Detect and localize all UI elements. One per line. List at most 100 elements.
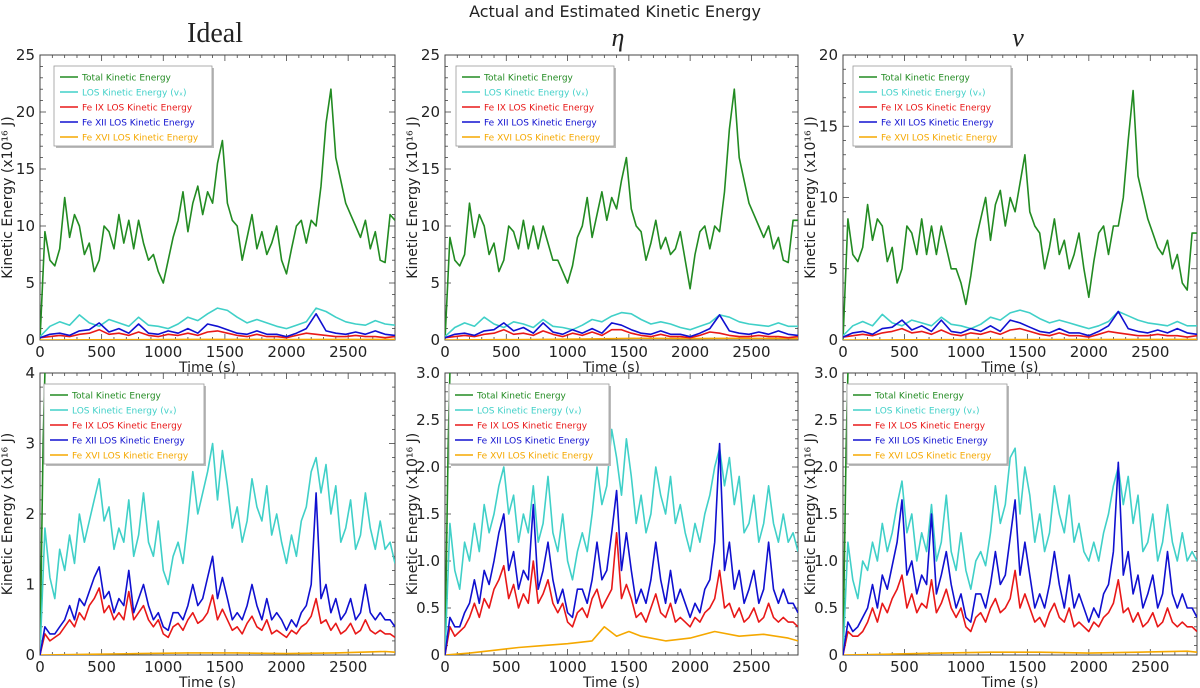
x-tick-label: 2500 [732,343,770,361]
column-title-nu: ν [1012,23,1024,52]
y-tick-label: 1.5 [814,505,838,523]
legend: Total Kinetic Energy LOS Kinetic Energy (… [852,65,1013,148]
chart-panel-Ideal-zoom: 0 500 1000 1500 2000 2500 0 1 2 3 4 Time (s) Kinetic… [0,364,396,688]
series-group [445,88,798,340]
y-tick-label: 2.5 [814,411,838,429]
chart-panel-eta-full: 0 500 1000 1500 2000 2500 0 5 10 15 20 25 Time (s) Ki… [405,46,799,376]
x-tick-label: 0 [440,343,450,361]
legend-label-fe16: Fe XVI LOS Kinetic Energy [72,452,189,462]
x-axis-label: Time (s) [178,360,236,376]
series-line-fe16 [445,337,798,340]
x-tick-label: 1000 [947,343,985,361]
series-line-fe9 [40,328,395,339]
legend-box [455,65,615,147]
x-tick-label: 500 [87,343,116,361]
legend-label-total: Total Kinetic Energy [71,392,162,402]
legend-label-los: LOS Kinetic Energy (vₓ) [72,407,177,417]
x-tick-label: 1000 [548,658,586,676]
legend-box [852,65,1012,147]
x-tick-label: 2500 [1131,658,1169,676]
y-tick-label: 5 [430,274,440,292]
y-tick-label: 20 [819,46,838,64]
x-tick-label: 0 [838,658,848,676]
legend-label-fe9: Fe IX LOS Kinetic Energy [875,422,986,432]
series-line-los [445,428,798,655]
y-axis-label: Kinetic Energy (x10¹⁶ J) [803,116,819,278]
legend-label-fe16: Fe XVI LOS Kinetic Energy [477,452,594,462]
x-tick-label: 500 [890,658,919,676]
legend-label-total: Total Kinetic Energy [874,392,965,402]
series-line-fe16 [843,338,1197,340]
chart-panel-nu-full: 0 500 1000 1500 2000 2500 0 5 10 15 20 Time (s) Kine… [803,46,1198,376]
series-group [843,89,1197,340]
series-line-fe16 [843,650,1197,655]
y-tick-label: 2 [25,505,35,523]
y-tick-label: 15 [421,160,440,178]
legend-label-fe9: Fe IX LOS Kinetic Energy [72,422,183,432]
series-line-fe9 [843,327,1197,338]
y-tick-label: 5 [25,274,35,292]
y-tick-label: 0 [430,331,440,349]
series-line-total [40,88,395,340]
y-tick-label: 3.0 [814,364,838,382]
series-line-los [843,309,1197,337]
series-line-fe12 [843,461,1197,655]
legend-label-los: LOS Kinetic Energy (vₓ) [484,89,589,99]
x-tick-label: 1000 [144,343,182,361]
x-tick-label: 500 [492,658,521,676]
y-tick-label: 3 [25,435,35,453]
legend: Total Kinetic Energy LOS Kinetic Energy (… [846,383,1009,466]
series-line-los [445,311,798,338]
legend-label-los: LOS Kinetic Energy (vₓ) [82,89,187,99]
series-group [40,88,395,340]
series-line-fe9 [40,587,395,655]
y-tick-label: 2.0 [416,458,440,476]
series-line-fe12 [445,314,798,339]
series-line-fe16 [40,338,395,340]
legend-label-los: LOS Kinetic Energy (vₓ) [881,89,986,99]
y-tick-label: 1.0 [416,552,440,570]
legend-label-fe9: Fe IX LOS Kinetic Energy [82,104,193,114]
x-tick-label: 2000 [267,658,305,676]
series-line-los [40,442,395,655]
x-tick-label: 1500 [206,658,244,676]
y-tick-label: 0 [828,331,838,349]
y-tick-label: 2.0 [814,458,838,476]
y-tick-label: 3.0 [416,364,440,382]
legend-label-fe9: Fe IX LOS Kinetic Energy [484,104,595,114]
y-tick-label: 15 [16,160,35,178]
y-axis-label: Kinetic Energy (x10¹⁶ J) [405,433,421,595]
x-tick-label: 2000 [1070,658,1108,676]
legend-label-fe12: Fe XII LOS Kinetic Energy [881,119,994,129]
x-tick-label: 2500 [1131,343,1169,361]
legend-label-fe16: Fe XVI LOS Kinetic Energy [82,134,199,144]
y-tick-label: 10 [819,189,838,207]
series-line-fe9 [445,328,798,339]
series-line-fe9 [445,531,798,655]
y-tick-label: 25 [421,46,440,64]
legend-label-fe16: Fe XVI LOS Kinetic Energy [881,134,998,144]
x-tick-label: 500 [87,658,116,676]
series-group [843,373,1197,655]
legend: Total Kinetic Energy LOS Kinetic Energy (… [53,65,214,148]
x-tick-label: 2000 [671,658,709,676]
y-tick-label: 1 [25,576,35,594]
series-line-fe12 [40,312,395,339]
legend-label-fe16: Fe XVI LOS Kinetic Energy [875,452,992,462]
x-tick-label: 1500 [1008,658,1046,676]
legend-label-fe12: Fe XII LOS Kinetic Energy [875,437,988,447]
legend: Total Kinetic Energy LOS Kinetic Energy (… [43,383,206,466]
legend-box [846,383,1008,465]
legend-label-fe12: Fe XII LOS Kinetic Energy [484,119,597,129]
y-tick-label: 0 [25,331,35,349]
series-line-fe16 [40,650,395,655]
legend-label-fe9: Fe IX LOS Kinetic Energy [881,104,992,114]
x-tick-label: 2500 [329,658,367,676]
x-tick-label: 2500 [732,658,770,676]
x-tick-label: 0 [838,343,848,361]
legend-label-fe9: Fe IX LOS Kinetic Energy [477,422,588,432]
x-tick-label: 1000 [144,658,182,676]
y-axis-label: Kinetic Energy (x10¹⁶ J) [405,116,421,278]
chart-panel-Ideal-full: 0 500 1000 1500 2000 2500 0 5 10 15 20 25 Time (s) Ki… [0,46,396,376]
x-tick-label: 1000 [947,658,985,676]
